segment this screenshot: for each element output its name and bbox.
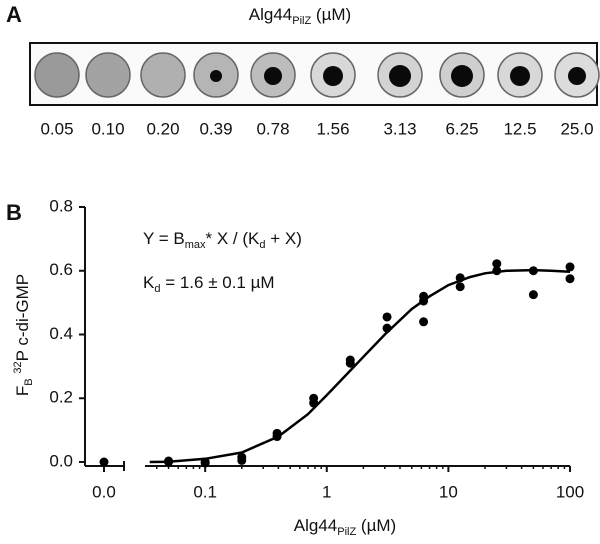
eq-sub: max (185, 239, 206, 251)
data-point (492, 259, 502, 269)
concentration-label: 0.10 (91, 119, 124, 138)
title-part: (µM) (311, 5, 351, 24)
y-tick-label: 0.6 (49, 260, 73, 279)
y-tick-label: 0.0 (49, 451, 73, 470)
blot-spot (34, 52, 80, 98)
data-point (382, 312, 392, 322)
data-point (455, 282, 465, 292)
label-part: (µM) (356, 516, 396, 535)
concentration-label: 0.20 (146, 119, 179, 138)
concentration-label: 3.13 (383, 119, 416, 138)
label-sub: PilZ (337, 526, 356, 538)
blot-spot (140, 52, 186, 98)
y-tick-label: 0.2 (49, 388, 73, 407)
blot-spot-core (451, 65, 473, 87)
equation: Y = Bmax* X / (Kd + X) (143, 229, 302, 250)
label-sup: 32 (12, 361, 24, 373)
x-tick-label: 100 (556, 482, 584, 501)
data-point (200, 458, 210, 468)
kd-annotation: Kd = 1.6 ± 0.1 µM (143, 273, 275, 294)
panel-label: B (6, 200, 22, 225)
label-part: F (13, 386, 32, 396)
panel-a-title: Alg44PilZ (µM) (249, 5, 351, 26)
x-tick-label: 0.1 (193, 482, 217, 501)
concentration-label: 0.05 (40, 119, 73, 138)
data-point (565, 262, 575, 272)
label-sub: B (23, 378, 35, 385)
data-point (419, 317, 429, 327)
x-tick-label: 10 (439, 482, 458, 501)
x-axis-label: Alg44PilZ (µM) (294, 516, 396, 537)
blot-spot-core (510, 66, 530, 86)
data-point (99, 457, 109, 467)
blot-spot (85, 52, 131, 98)
data-point (345, 355, 355, 365)
eq-part: + X) (266, 229, 302, 248)
data-point (565, 274, 575, 284)
x-tick-label: 0.0 (92, 482, 116, 501)
kd-part: = 1.6 ± 0.1 µM (160, 273, 274, 292)
blot-spot-core (264, 67, 282, 85)
concentration-label: 0.39 (199, 119, 232, 138)
y-tick-label: 0.4 (49, 324, 73, 343)
title-part: Alg44 (249, 5, 292, 24)
concentration-label: 1.56 (316, 119, 349, 138)
concentration-label: 25.0 (560, 119, 593, 138)
title-sub: PilZ (292, 15, 311, 27)
label-part: Alg44 (294, 516, 337, 535)
kd-sub: d (154, 283, 160, 295)
y-axis-label: FB 32P c-di-GMP (12, 274, 35, 396)
eq-part: Y = B (143, 229, 185, 248)
panel-label: A (6, 2, 22, 27)
x-tick-label: 1 (322, 482, 331, 501)
fit-curve (149, 268, 571, 464)
data-point (528, 290, 538, 300)
blot-spot-core (389, 65, 411, 87)
concentration-label: 6.25 (445, 119, 478, 138)
label-part: P c-di-GMP (13, 274, 32, 362)
blot-spot-core (323, 66, 343, 86)
eq-part: * X / (K (206, 229, 261, 248)
blot-spot-core (568, 67, 586, 85)
concentration-label: 0.78 (256, 119, 289, 138)
data-point (309, 393, 319, 403)
kd-part: K (143, 273, 155, 292)
y-tick-label: 0.8 (49, 196, 73, 215)
data-point (237, 452, 247, 462)
blot-spot-core (210, 70, 222, 82)
eq-sub: d (259, 239, 265, 251)
concentration-label: 12.5 (503, 119, 536, 138)
